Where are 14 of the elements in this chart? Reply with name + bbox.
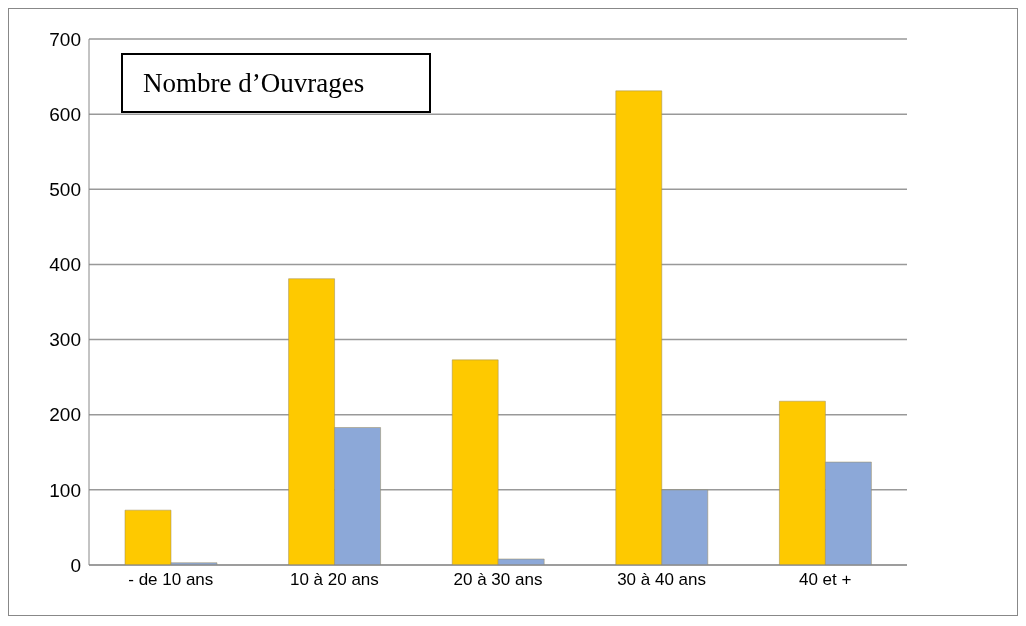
y-tick-label: 0 bbox=[70, 554, 81, 576]
y-tick-label: 200 bbox=[49, 404, 81, 426]
y-tick-label: 100 bbox=[49, 479, 81, 501]
y-tick-label: 600 bbox=[49, 103, 81, 125]
x-tick-label: 30 à 40 ans bbox=[617, 570, 707, 590]
x-tick-label: 40 et + bbox=[798, 570, 852, 590]
x-tick-label: 10 à 20 ans bbox=[289, 570, 379, 590]
y-tick-label: 400 bbox=[49, 254, 81, 276]
title-box: Nombre d’Ouvrages bbox=[121, 53, 431, 113]
x-tick-label: - de 10 ans bbox=[128, 570, 214, 590]
y-tick-label: 500 bbox=[49, 179, 81, 201]
x-tick-label: 20 à 30 ans bbox=[453, 570, 543, 590]
y-tick-label: 700 bbox=[49, 28, 81, 50]
y-tick-label: 300 bbox=[49, 329, 81, 351]
